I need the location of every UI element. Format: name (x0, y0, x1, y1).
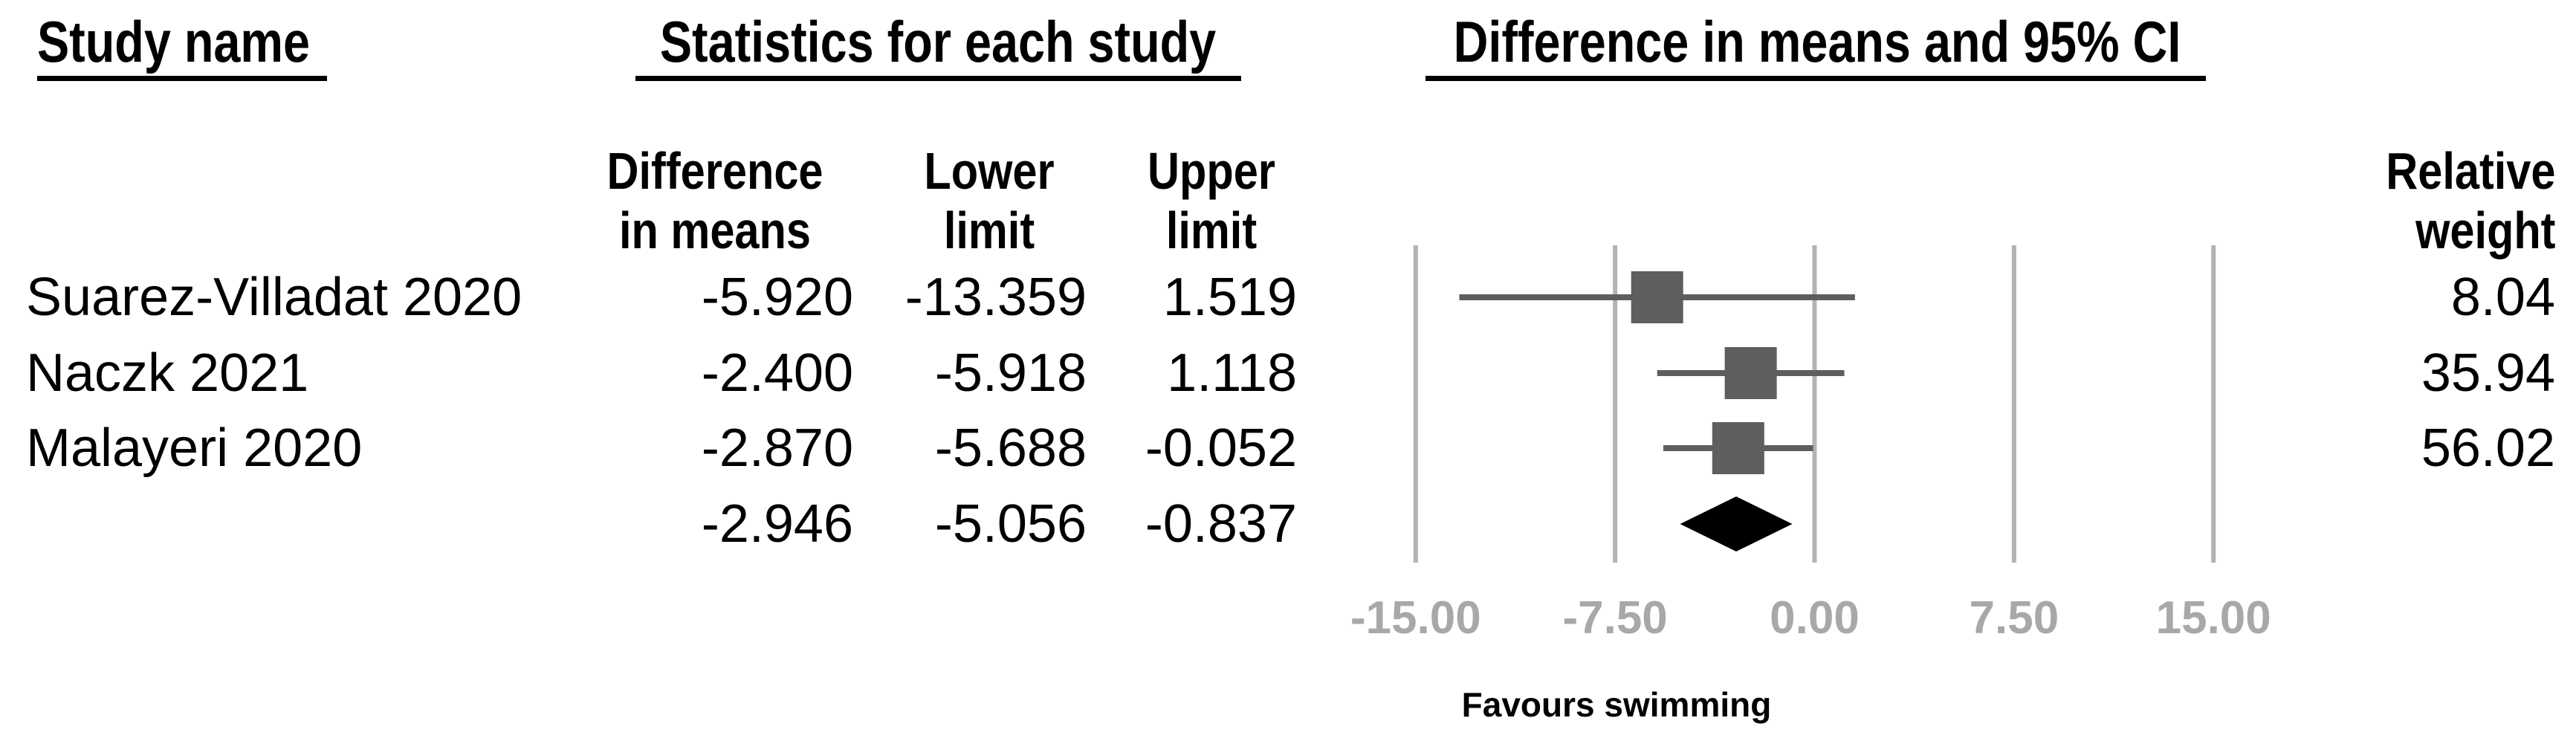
study-name: Suarez-Villadat 2020 (26, 268, 522, 327)
upper-limit-value: -0.052 (1145, 418, 1297, 478)
effect-size-square (1631, 271, 1683, 323)
column-header-upper-line1: Upper (1148, 142, 1275, 200)
study-name: Naczk 2021 (26, 343, 309, 403)
lower-limit-value: -5.688 (934, 418, 1087, 478)
column-header-lower-line2: limit (943, 201, 1035, 259)
relative-weight-value: 35.94 (2421, 343, 2555, 403)
column-header-difference-line2: in means (619, 201, 811, 259)
axis-tick-label: 15.00 (2155, 592, 2271, 644)
column-header-difference-in-means: Difference in means (607, 141, 823, 260)
column-header-lower-limit: Lower limit (924, 141, 1054, 260)
axis-tick-label: -7.50 (1562, 592, 1668, 644)
difference-in-means-value: -5.920 (701, 268, 853, 327)
relative-weight-value: 56.02 (2421, 418, 2555, 478)
header-study-name: Study name (37, 9, 310, 74)
column-header-upper-limit: Upper limit (1148, 141, 1275, 260)
column-header-lower-line1: Lower (924, 142, 1055, 200)
upper-limit-value: 1.118 (1167, 343, 1297, 403)
axis-tick-label: -15.00 (1350, 592, 1481, 644)
axis-tick-label: 0.00 (1770, 592, 1860, 644)
relative-weight-value: 8.04 (2450, 268, 2555, 327)
upper-limit-value: -0.837 (1145, 494, 1297, 554)
column-header-relative-weight: Relative weight (2386, 141, 2555, 260)
difference-in-means-value: -2.946 (701, 494, 853, 554)
column-header-weight-line2: weight (2415, 201, 2555, 259)
axis-tick-label: 7.50 (1969, 592, 2059, 644)
favours-label: Favours swimming (1461, 685, 1772, 724)
effect-size-square (1724, 347, 1777, 399)
lower-limit-value: -5.918 (934, 343, 1087, 403)
lower-limit-value: -13.359 (904, 268, 1087, 327)
summary-diamond (1680, 496, 1793, 551)
difference-in-means-value: -2.870 (701, 418, 853, 478)
effect-size-square (1712, 422, 1764, 474)
column-header-upper-line2: limit (1165, 201, 1258, 259)
column-header-weight-line1: Relative (2385, 142, 2555, 200)
column-header-difference-line1: Difference (606, 142, 823, 200)
header-statistics: Statistics for each study (659, 9, 1217, 74)
header-underline-plot (1425, 76, 2206, 81)
lower-limit-value: -5.056 (934, 494, 1087, 554)
header-underline-statistics (635, 76, 1241, 81)
study-name: Malayeri 2020 (26, 418, 363, 478)
header-plot-title: Difference in means and 95% CI (1453, 9, 2181, 74)
header-underline-study (37, 76, 327, 81)
difference-in-means-value: -2.400 (701, 343, 853, 403)
upper-limit-value: 1.519 (1162, 268, 1297, 327)
